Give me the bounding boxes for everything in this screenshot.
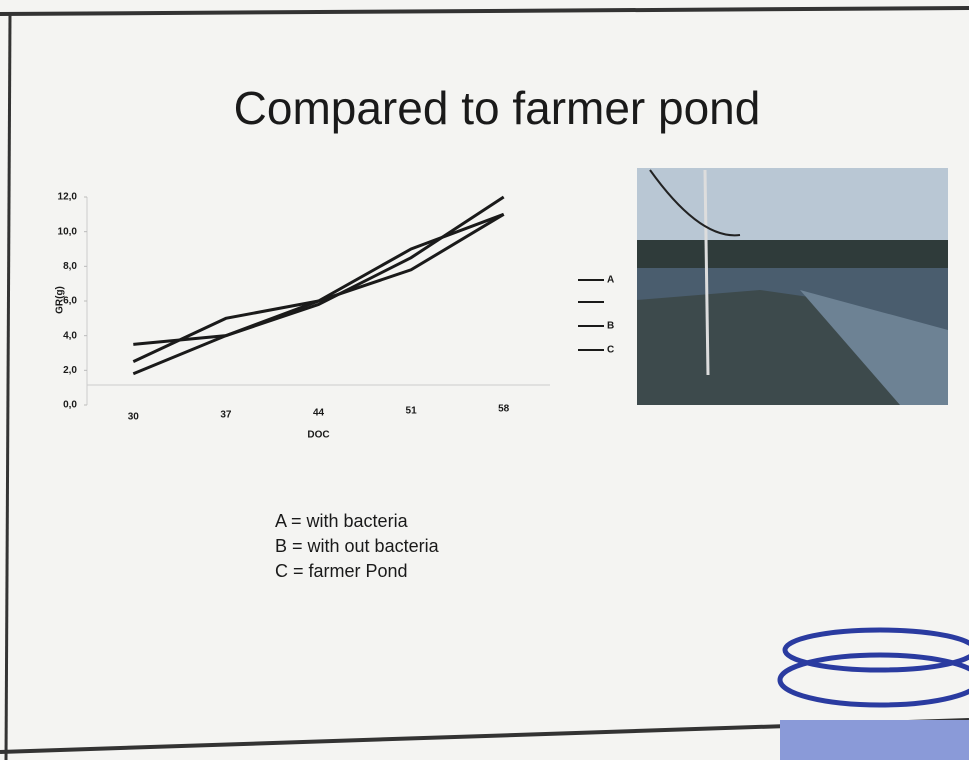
y-tick-label: 10,0 [58, 226, 78, 237]
x-axis-label: DOC [307, 430, 329, 441]
x-tick-label: 51 [406, 406, 418, 417]
y-axis-label: GR(g) [55, 286, 66, 314]
photo [637, 168, 948, 405]
x-tick-label: 58 [498, 404, 510, 415]
x-tick-label: 44 [313, 408, 325, 419]
page: Compared to farmer pond 0,02,04,06,08,01… [0, 0, 969, 760]
x-tick-label: 37 [220, 410, 232, 421]
x-tick-label: 30 [128, 412, 140, 423]
legend-label: C [607, 345, 614, 356]
y-tick-label: 2,0 [63, 365, 77, 376]
y-tick-label: 0,0 [63, 400, 77, 411]
annotation: C = farmer Pond [275, 561, 408, 581]
legend-label: A [607, 275, 614, 286]
y-tick-label: 4,0 [63, 330, 77, 341]
annotation: A = with bacteria [275, 511, 409, 531]
legend-label: B [607, 321, 614, 332]
slide-title: Compared to farmer pond [234, 82, 761, 134]
y-tick-label: 8,0 [63, 261, 77, 272]
slide: Compared to farmer pond 0,02,04,06,08,01… [0, 0, 969, 760]
y-tick-label: 12,0 [58, 192, 78, 203]
annotation: B = with out bacteria [275, 536, 440, 556]
